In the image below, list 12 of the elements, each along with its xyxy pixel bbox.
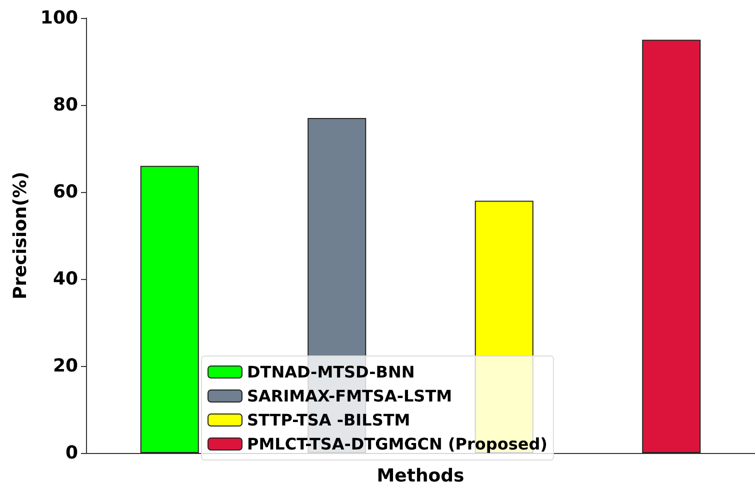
y-axis-title: Precision(%) (10, 172, 32, 300)
y-tick-label: 60 (52, 182, 78, 202)
y-tick-label: 100 (40, 8, 78, 28)
y-tick-label: 40 (52, 268, 78, 290)
y-tick-label: 80 (52, 94, 78, 116)
legend-label: STTP-TSA -BILSTM (247, 410, 410, 430)
legend-label: PMLCT-TSA-DTGMGCN (Proposed) (247, 434, 548, 454)
legend-label: DTNAD-MTSD-BNN (247, 362, 415, 382)
y-tick-label: 20 (52, 356, 78, 376)
x-axis-title: Methods (376, 466, 464, 486)
legend-label: SARIMAX-FMTSA-LSTM (247, 386, 452, 406)
y-tick-label: 0 (65, 442, 78, 464)
